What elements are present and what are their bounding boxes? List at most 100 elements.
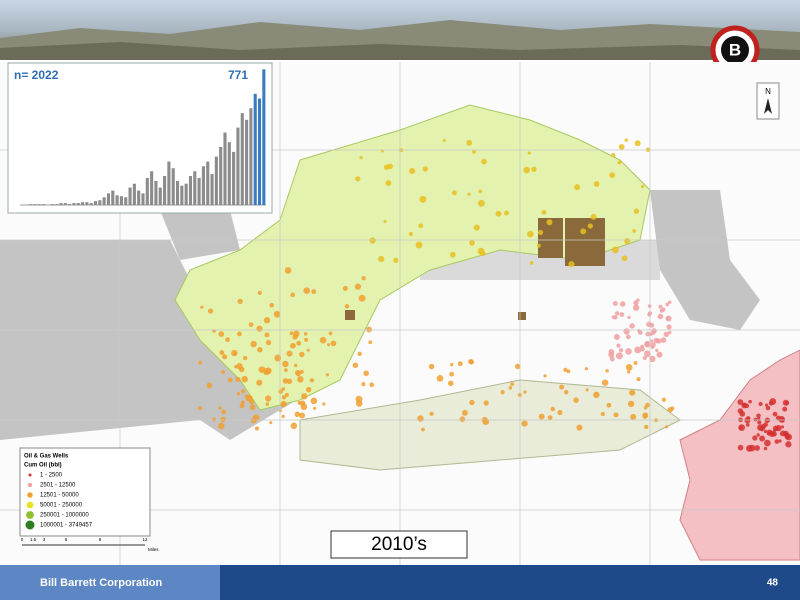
well	[495, 210, 502, 217]
well	[642, 355, 647, 361]
well	[393, 257, 399, 263]
well	[764, 439, 771, 447]
well	[366, 326, 373, 333]
well	[634, 346, 642, 354]
well	[629, 389, 636, 396]
well	[363, 370, 369, 377]
well	[746, 445, 753, 452]
bar	[223, 132, 227, 205]
well	[281, 387, 286, 391]
bar	[227, 142, 231, 205]
well	[757, 417, 761, 421]
bar	[171, 168, 175, 205]
well	[627, 400, 635, 408]
well	[235, 376, 241, 382]
well	[284, 267, 292, 274]
well	[665, 425, 669, 429]
well	[218, 331, 225, 337]
well	[207, 308, 214, 314]
bar	[124, 197, 128, 205]
well	[500, 390, 505, 395]
well	[649, 355, 656, 363]
legend-label: 50001 - 250000	[40, 503, 83, 509]
well	[298, 401, 302, 405]
well	[651, 328, 657, 334]
well	[450, 362, 454, 367]
well	[352, 362, 359, 369]
well	[573, 397, 579, 403]
bar	[29, 204, 33, 205]
bar	[55, 204, 59, 205]
well	[563, 367, 568, 373]
well	[514, 363, 521, 370]
well	[198, 360, 203, 365]
well	[354, 283, 362, 290]
page-number: 48	[767, 578, 779, 589]
bar	[154, 180, 158, 205]
well	[265, 402, 270, 406]
well	[289, 331, 294, 336]
well	[325, 373, 330, 377]
well	[257, 290, 262, 295]
bar	[175, 180, 180, 205]
bar	[232, 151, 236, 205]
well	[369, 237, 376, 244]
bar	[210, 174, 214, 205]
well	[617, 160, 622, 165]
well	[483, 400, 489, 406]
well	[627, 315, 631, 320]
well	[254, 426, 259, 431]
legend-label: 12501 - 50000	[40, 493, 79, 499]
well	[665, 302, 670, 307]
well	[299, 412, 306, 419]
well	[217, 422, 225, 430]
well	[655, 348, 659, 353]
bar	[128, 187, 132, 205]
bar	[193, 171, 197, 205]
well	[529, 261, 534, 265]
scale-tick: 1.5	[30, 537, 37, 542]
well	[613, 412, 619, 418]
well	[264, 367, 272, 375]
logo-core	[721, 36, 749, 64]
well	[547, 415, 553, 420]
well-dots	[197, 138, 793, 452]
well	[614, 311, 620, 316]
well	[615, 352, 623, 360]
north-label: N	[765, 87, 771, 96]
well	[417, 415, 424, 422]
well	[218, 406, 222, 410]
count-label: n= 2022	[14, 68, 59, 82]
well	[636, 377, 641, 382]
well	[576, 424, 583, 431]
well	[625, 348, 632, 355]
well	[200, 305, 204, 309]
well	[280, 400, 287, 408]
well	[537, 229, 544, 236]
bar	[132, 183, 136, 205]
bar	[98, 200, 102, 205]
bar	[249, 108, 253, 205]
well	[282, 378, 289, 384]
well	[510, 382, 514, 387]
well	[666, 324, 672, 330]
north-arrow	[764, 98, 772, 114]
bar	[111, 190, 115, 205]
well	[523, 390, 527, 394]
well	[265, 339, 272, 346]
well	[523, 166, 531, 174]
well	[593, 391, 600, 399]
well	[754, 445, 761, 451]
well	[286, 378, 293, 384]
well	[774, 439, 780, 444]
well	[264, 332, 270, 338]
bar	[262, 69, 266, 205]
bar	[184, 183, 188, 205]
legend-swatch	[25, 520, 35, 530]
bar	[236, 127, 240, 205]
well	[757, 420, 762, 425]
well	[508, 386, 513, 390]
well	[467, 192, 471, 196]
well	[249, 404, 256, 411]
